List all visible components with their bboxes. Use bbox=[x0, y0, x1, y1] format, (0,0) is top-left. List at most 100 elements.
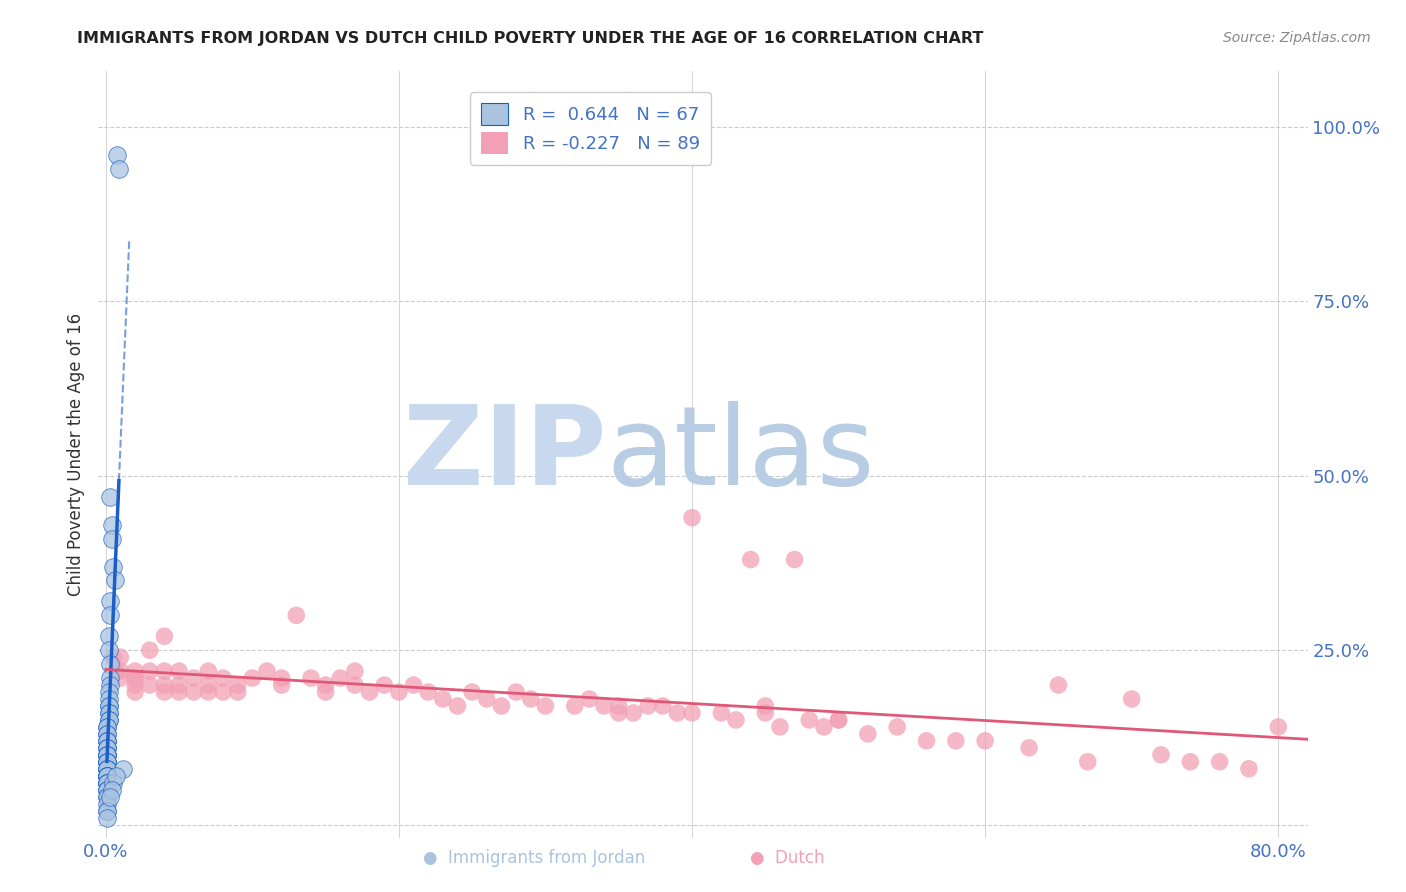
Point bbox=[100, 517, 122, 532]
Point bbox=[681, 706, 703, 720]
Point bbox=[769, 720, 792, 734]
Point bbox=[97, 713, 120, 727]
Point bbox=[183, 685, 205, 699]
Point bbox=[112, 762, 135, 776]
Point bbox=[96, 762, 118, 776]
Point bbox=[359, 685, 381, 699]
Point bbox=[1180, 755, 1202, 769]
Point bbox=[167, 685, 190, 699]
Point bbox=[1121, 692, 1143, 706]
Point bbox=[315, 678, 337, 692]
Point bbox=[856, 727, 879, 741]
Point bbox=[270, 671, 292, 685]
Point bbox=[96, 782, 118, 797]
Point bbox=[96, 755, 118, 769]
Point bbox=[100, 782, 122, 797]
Point bbox=[799, 713, 821, 727]
Point bbox=[520, 692, 543, 706]
Point bbox=[96, 747, 118, 762]
Point bbox=[98, 671, 121, 685]
Point bbox=[96, 769, 118, 783]
Point bbox=[461, 685, 484, 699]
Point bbox=[96, 747, 118, 762]
Point bbox=[578, 692, 600, 706]
Point bbox=[96, 747, 118, 762]
Point bbox=[97, 643, 120, 657]
Point bbox=[183, 671, 205, 685]
Point bbox=[96, 789, 118, 804]
Point bbox=[96, 775, 118, 789]
Point bbox=[256, 664, 278, 678]
Point bbox=[98, 594, 121, 608]
Point bbox=[110, 650, 132, 665]
Point bbox=[124, 671, 146, 685]
Point bbox=[96, 762, 118, 776]
Point bbox=[343, 678, 366, 692]
Point bbox=[96, 727, 118, 741]
Point bbox=[446, 698, 468, 713]
Point bbox=[226, 678, 249, 692]
Point bbox=[534, 698, 557, 713]
Point bbox=[96, 782, 118, 797]
Point bbox=[153, 685, 176, 699]
Point bbox=[98, 657, 121, 672]
Text: IMMIGRANTS FROM JORDAN VS DUTCH CHILD POVERTY UNDER THE AGE OF 16 CORRELATION CH: IMMIGRANTS FROM JORDAN VS DUTCH CHILD PO… bbox=[77, 31, 984, 46]
Point bbox=[107, 148, 129, 162]
Point bbox=[96, 734, 118, 748]
Point bbox=[754, 706, 776, 720]
Point bbox=[167, 664, 190, 678]
Point bbox=[607, 698, 630, 713]
Point bbox=[124, 685, 146, 699]
Point bbox=[138, 664, 160, 678]
Point bbox=[97, 698, 120, 713]
Point bbox=[138, 678, 160, 692]
Point bbox=[100, 532, 122, 546]
Point bbox=[432, 692, 454, 706]
Point bbox=[98, 490, 121, 504]
Point bbox=[637, 698, 659, 713]
Point bbox=[607, 706, 630, 720]
Point bbox=[97, 706, 120, 720]
Point bbox=[96, 740, 118, 755]
Point bbox=[96, 769, 118, 783]
Point bbox=[270, 678, 292, 692]
Point bbox=[124, 664, 146, 678]
Point bbox=[96, 734, 118, 748]
Point bbox=[96, 769, 118, 783]
Point bbox=[97, 706, 120, 720]
Point bbox=[827, 713, 849, 727]
Point bbox=[1018, 740, 1040, 755]
Point bbox=[754, 698, 776, 713]
Point bbox=[101, 559, 124, 574]
Point bbox=[153, 678, 176, 692]
Point bbox=[197, 685, 219, 699]
Point bbox=[564, 698, 586, 713]
Point bbox=[97, 698, 120, 713]
Y-axis label: Child Poverty Under the Age of 16: Child Poverty Under the Age of 16 bbox=[66, 313, 84, 597]
Point bbox=[96, 775, 118, 789]
Point bbox=[621, 706, 644, 720]
Point bbox=[1267, 720, 1289, 734]
Point bbox=[915, 734, 938, 748]
Point bbox=[96, 811, 118, 825]
Point bbox=[96, 734, 118, 748]
Point bbox=[96, 740, 118, 755]
Point bbox=[827, 713, 849, 727]
Point bbox=[388, 685, 411, 699]
Point bbox=[105, 664, 128, 678]
Point bbox=[96, 755, 118, 769]
Point bbox=[103, 574, 125, 588]
Point bbox=[724, 713, 747, 727]
Point bbox=[475, 692, 498, 706]
Point bbox=[96, 797, 118, 811]
Point bbox=[96, 762, 118, 776]
Text: Source: ZipAtlas.com: Source: ZipAtlas.com bbox=[1223, 31, 1371, 45]
Point bbox=[101, 775, 124, 789]
Point bbox=[124, 678, 146, 692]
Legend: R =  0.644   N = 67, R = -0.227   N = 89: R = 0.644 N = 67, R = -0.227 N = 89 bbox=[470, 92, 710, 165]
Point bbox=[96, 775, 118, 789]
Point bbox=[97, 713, 120, 727]
Point bbox=[98, 608, 121, 623]
Point bbox=[96, 769, 118, 783]
Point bbox=[197, 678, 219, 692]
